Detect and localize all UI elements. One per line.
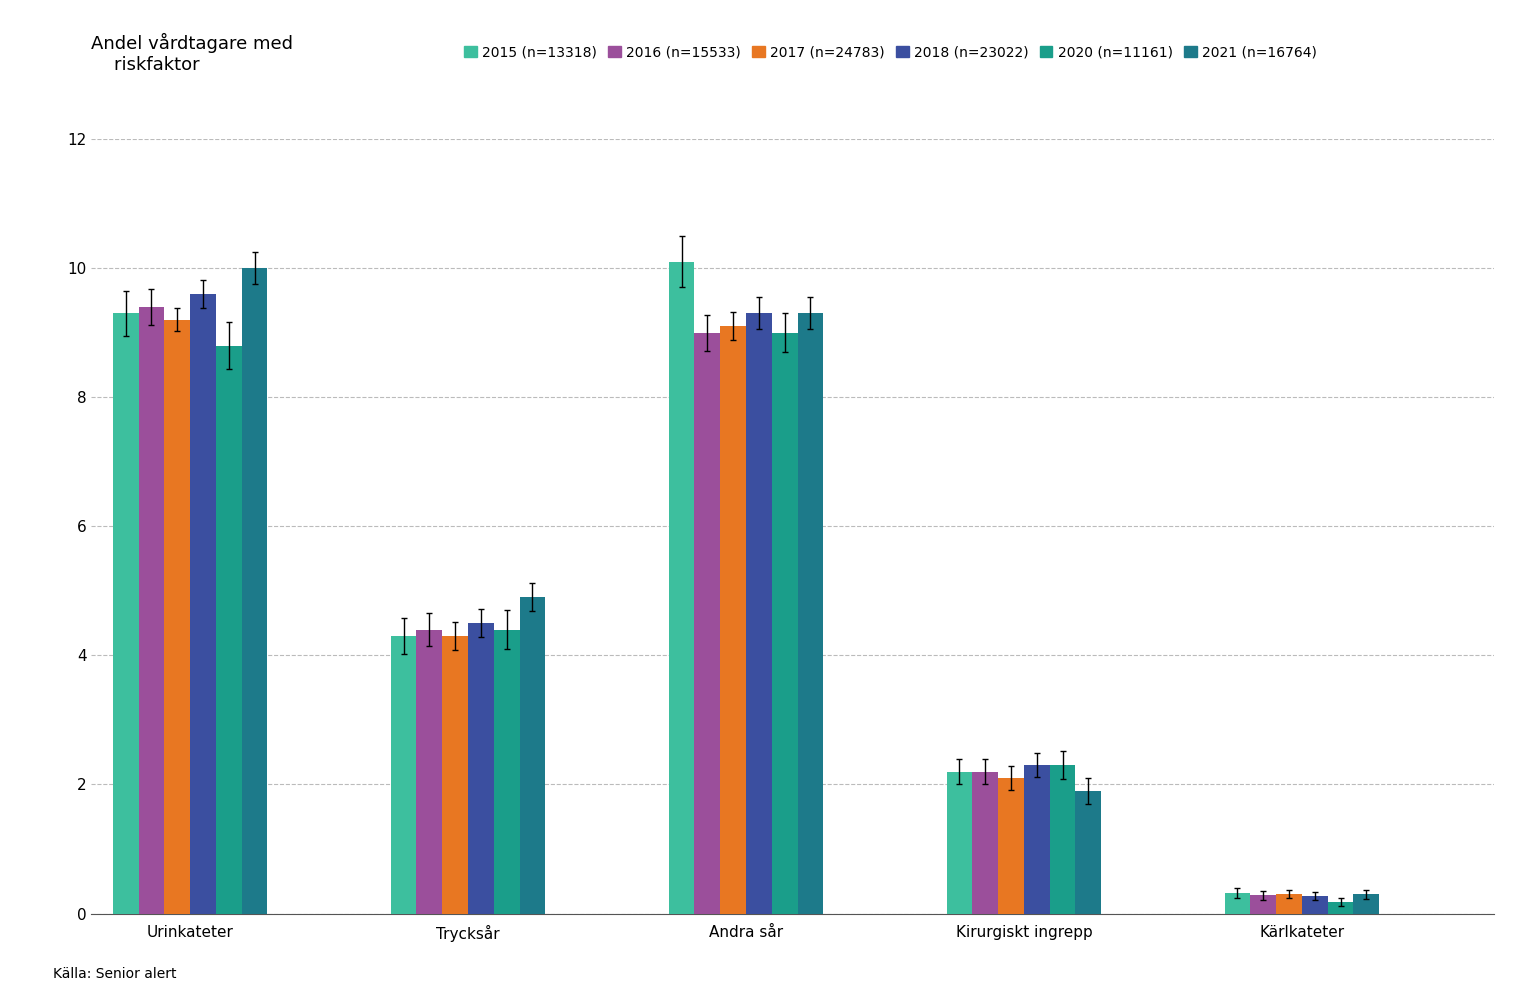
Bar	[1301, 896, 1327, 914]
Bar	[1076, 790, 1102, 914]
Bar	[797, 314, 823, 914]
Bar	[1225, 893, 1250, 914]
Legend: 2015 (n=13318), 2016 (n=15533), 2017 (n=24783), 2018 (n=23022), 2020 (n=11161), : 2015 (n=13318), 2016 (n=15533), 2017 (n=…	[465, 46, 1317, 60]
Bar	[721, 326, 745, 914]
Bar	[442, 637, 468, 914]
Bar	[1276, 895, 1301, 914]
Bar	[1250, 896, 1276, 914]
Bar	[216, 346, 242, 914]
Bar	[1353, 895, 1379, 914]
Bar	[139, 307, 165, 914]
Bar	[190, 294, 216, 914]
Text: Källa: Senior alert: Källa: Senior alert	[53, 967, 177, 981]
Bar	[771, 333, 797, 914]
Bar	[1024, 766, 1050, 914]
Bar	[520, 598, 546, 914]
Bar	[1050, 766, 1076, 914]
Bar	[416, 630, 442, 914]
Bar	[113, 314, 139, 914]
Text: Andel vårdtagare med
    riskfaktor: Andel vårdtagare med riskfaktor	[91, 33, 294, 73]
Bar	[242, 268, 267, 914]
Bar	[946, 772, 972, 914]
Bar	[998, 779, 1024, 914]
Bar	[745, 314, 771, 914]
Bar	[695, 333, 721, 914]
Bar	[468, 624, 494, 914]
Bar	[165, 320, 190, 914]
Bar	[972, 772, 998, 914]
Bar	[1327, 902, 1353, 914]
Bar	[669, 262, 695, 914]
Bar	[494, 630, 520, 914]
Bar	[390, 637, 416, 914]
